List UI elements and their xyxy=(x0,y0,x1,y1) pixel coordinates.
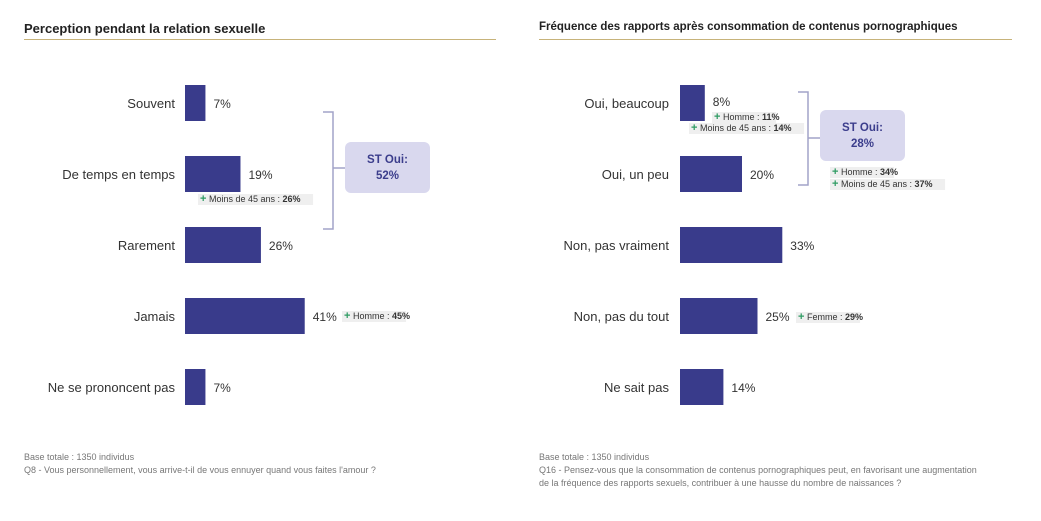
category-label: Non, pas vraiment xyxy=(564,238,670,253)
bar xyxy=(680,298,758,334)
value-label: 7% xyxy=(213,381,231,395)
value-label: 41% xyxy=(313,310,337,324)
bar xyxy=(185,156,241,192)
annotation-text: Moins de 45 ans : 26% xyxy=(209,194,301,204)
subtotal-annotation-bg xyxy=(830,179,946,190)
chart-title: Perception pendant la relation sexuelle xyxy=(24,21,266,36)
bar xyxy=(680,85,705,121)
annotation-plus-icon: + xyxy=(344,310,350,322)
category-label: Non, pas du tout xyxy=(574,309,670,324)
bar-chart-perception: Souvent 7% De temps en temps 19% Rarement 26%… xyxy=(48,85,410,405)
value-label: 8% xyxy=(713,95,731,109)
subtotal-bracket xyxy=(798,91,820,186)
annotation-plus-icon: + xyxy=(714,111,720,123)
value-label: 25% xyxy=(766,310,790,324)
chart-title: Fréquence des rapports après consommatio… xyxy=(539,21,958,33)
category-label: De temps en temps xyxy=(62,167,175,182)
category-label: Ne se prononcent pas xyxy=(48,380,176,395)
base-note: Base totale : 1350 individus xyxy=(24,452,135,462)
subtotal-box: ST Oui: 28% xyxy=(820,110,905,161)
annotation-text: Femme : 29% xyxy=(807,312,863,322)
subtotal-annotation-text: Homme : 34% xyxy=(841,167,898,177)
annotation-bg xyxy=(342,311,407,322)
subtotal-annotation-plus-icon: + xyxy=(832,166,838,178)
category-label: Souvent xyxy=(127,96,175,111)
title-underline xyxy=(539,39,1012,40)
question-note: Q16 - Pensez-vous que la consommation de… xyxy=(539,465,977,488)
subtotal-bracket xyxy=(323,111,345,230)
base-note: Base totale : 1350 individus xyxy=(539,452,650,462)
category-label: Ne sait pas xyxy=(604,380,670,395)
value-label: 33% xyxy=(790,239,814,253)
annotation-text: Homme : 45% xyxy=(353,311,410,321)
subtotal-value: 52% xyxy=(375,169,400,182)
annotation-bg xyxy=(796,312,861,323)
bar xyxy=(185,369,206,405)
category-label: Rarement xyxy=(118,238,175,253)
chart-panel-perception: Perception pendant la relation sexuelle … xyxy=(0,0,520,521)
title-underline xyxy=(24,39,496,40)
annotation-plus-icon: + xyxy=(200,193,206,205)
bar xyxy=(680,369,724,405)
value-label: 14% xyxy=(731,381,755,395)
chart-panel-frequence: Fréquence des rapports après consommatio… xyxy=(520,0,1041,521)
bar xyxy=(185,298,305,334)
subtotal-title: ST Oui: xyxy=(367,153,408,166)
subtotal-annotation-plus-icon: + xyxy=(832,178,838,190)
bar xyxy=(680,156,742,192)
annotation-plus-icon: + xyxy=(798,311,804,323)
annotation-text: Moins de 45 ans : 14% xyxy=(700,123,792,133)
value-label: 19% xyxy=(248,168,272,182)
subtotal-title: ST Oui: xyxy=(842,121,883,134)
annotation-bg xyxy=(198,194,314,205)
annotation-bg xyxy=(689,123,805,134)
annotation-plus-icon: + xyxy=(691,122,697,134)
value-label: 26% xyxy=(269,239,293,253)
bar xyxy=(185,227,261,263)
annotation-text: Homme : 11% xyxy=(723,112,780,122)
category-label: Jamais xyxy=(134,309,176,324)
subtotal-box: ST Oui: 52% xyxy=(345,142,430,193)
bar-chart-frequence: Oui, beaucoup 8% Oui, un peu 20% Non, pas vr… xyxy=(564,85,946,405)
subtotal-annotation-text: Moins de 45 ans : 37% xyxy=(841,179,933,189)
value-label: 20% xyxy=(750,168,774,182)
category-label: Oui, beaucoup xyxy=(584,96,669,111)
value-label: 7% xyxy=(213,97,231,111)
category-label: Oui, un peu xyxy=(602,167,669,182)
annotation-bg xyxy=(712,112,777,123)
question-note: Q8 - Vous personnellement, vous arrive-t… xyxy=(24,465,376,475)
subtotal-value: 28% xyxy=(850,137,875,150)
bar xyxy=(680,227,783,263)
subtotal-annotation-bg xyxy=(830,167,895,178)
bar xyxy=(185,85,206,121)
